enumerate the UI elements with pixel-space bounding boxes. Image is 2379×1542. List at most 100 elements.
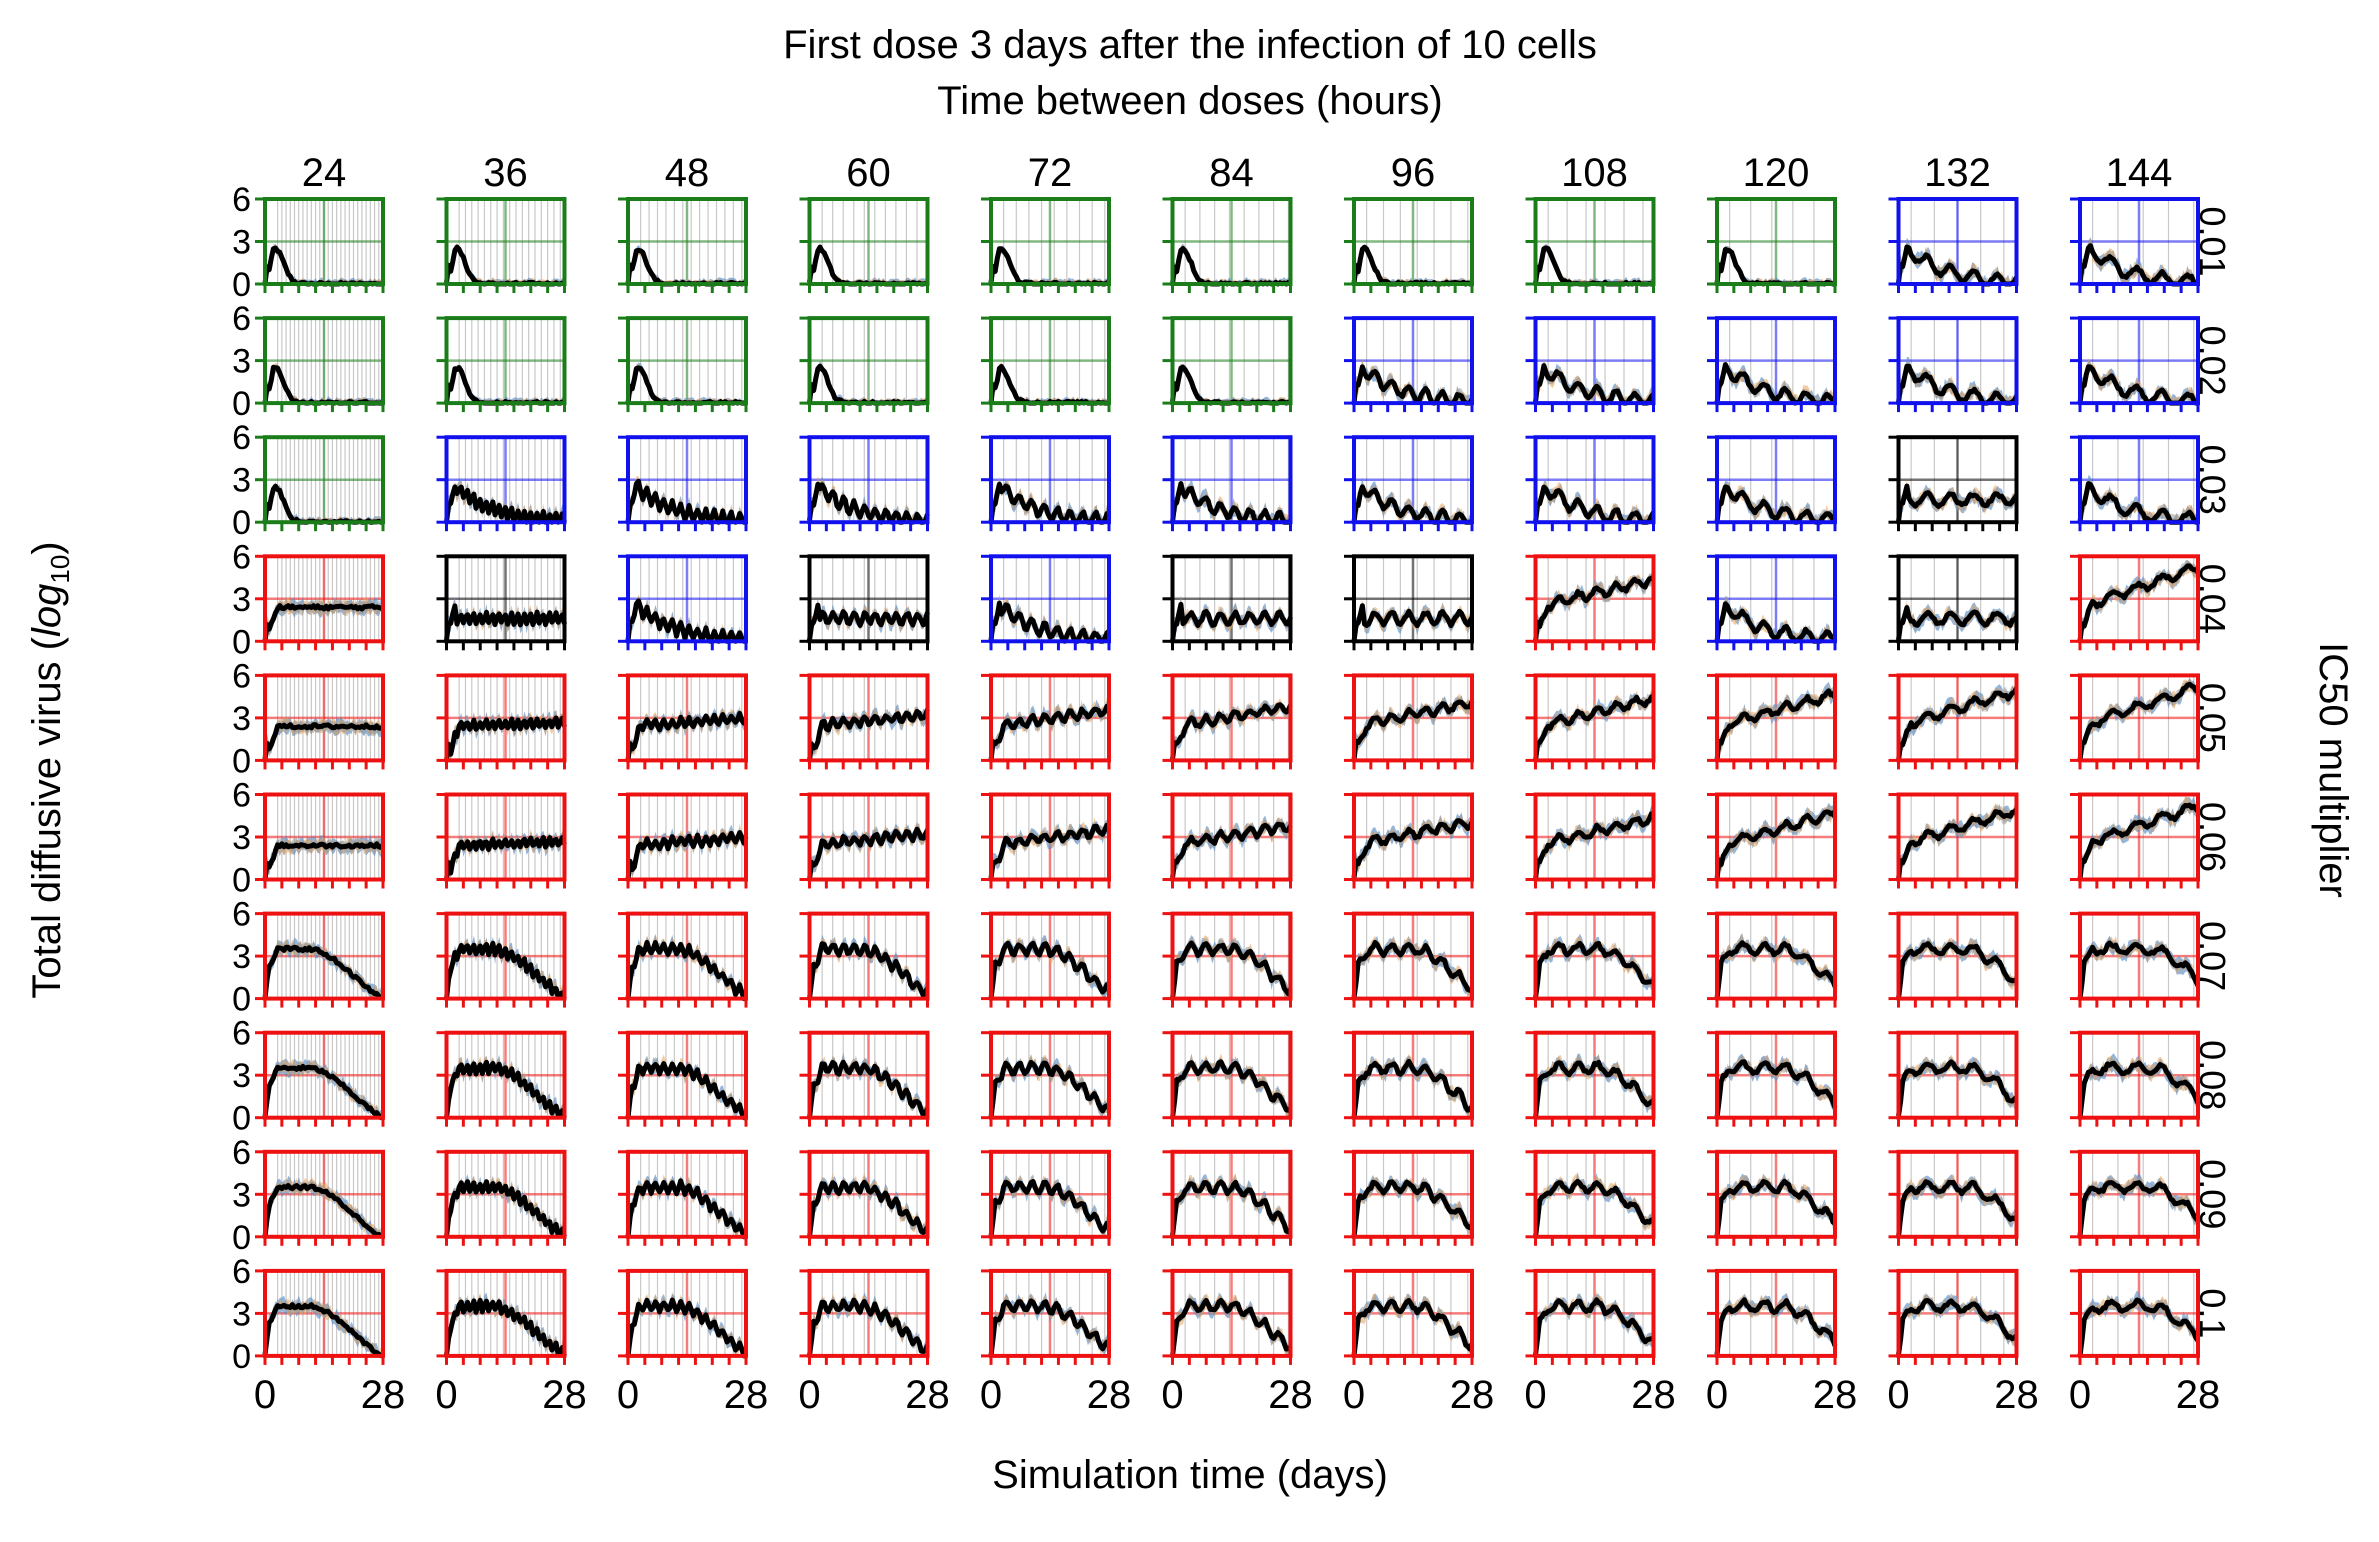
mean-curve — [1896, 941, 2017, 999]
panel — [1162, 911, 1293, 1008]
mean-curve — [1533, 363, 1656, 406]
mean-curve — [444, 940, 567, 1000]
panel: 0 28 — [798, 1268, 950, 1417]
x-tick-label: 28 — [1813, 1373, 1858, 1417]
right-axis-label: IC50 multiplier — [2311, 642, 2355, 898]
column-header: 96 — [1391, 151, 1436, 195]
variance-band — [991, 937, 1109, 999]
panel — [436, 1030, 567, 1127]
mean-curve — [988, 940, 1111, 999]
variance-band — [265, 1179, 383, 1237]
x-tick-label: 0 — [254, 1373, 276, 1417]
mean-curve — [444, 484, 567, 525]
mean-curve — [1896, 1179, 2019, 1238]
mean-curve — [1896, 244, 2019, 287]
panel — [1525, 197, 1656, 293]
panel: 0 3 6 — [232, 896, 385, 1019]
mean-curve — [2077, 563, 2200, 642]
mean-curve — [988, 1298, 1112, 1357]
variance-band — [991, 476, 1109, 523]
panel — [2070, 435, 2200, 532]
variance-band — [1354, 692, 1472, 761]
panel — [1525, 554, 1656, 651]
y-tick-label: 3 — [232, 700, 251, 738]
mean-curve — [444, 715, 567, 761]
panel — [1707, 673, 1838, 770]
panel: 0 3 6 — [232, 1134, 385, 1257]
panel — [1707, 197, 1837, 293]
y-axis-label-main: Total diffusive virus ( — [25, 636, 69, 998]
mean-curve — [1170, 821, 1293, 879]
panel: 0 28 — [1706, 1268, 1858, 1417]
panel: 0 28 — [617, 1268, 768, 1417]
y-tick-label: 0 — [232, 385, 251, 423]
variance-band — [1717, 937, 1835, 999]
mean-curve — [807, 826, 930, 880]
y-tick-label: 0 — [232, 1338, 251, 1376]
mean-curve — [1533, 574, 1655, 642]
x-tick-label: 0 — [617, 1373, 639, 1417]
panel — [2070, 554, 2200, 651]
panel — [1525, 1149, 1656, 1246]
y-tick-label: 6 — [232, 896, 251, 934]
panel — [981, 673, 1111, 770]
panel: 0 28 — [1524, 1268, 1676, 1417]
y-tick-label: 3 — [232, 581, 251, 619]
panel — [1707, 554, 1838, 651]
y-tick-label: 0 — [232, 623, 251, 661]
panel — [1344, 1030, 1474, 1127]
x-tick-label: 28 — [542, 1373, 587, 1417]
variance-band — [265, 1298, 383, 1356]
panel — [1162, 197, 1293, 293]
panel — [436, 554, 567, 651]
panel: 0 3 6 — [232, 657, 385, 780]
panel — [1344, 316, 1475, 413]
panel — [981, 435, 1111, 532]
variance-band — [1172, 477, 1291, 523]
chart-subtitle: Time between doses (hours) — [937, 79, 1442, 123]
variance-band — [1535, 805, 1654, 880]
y-tick-label: 6 — [232, 1134, 251, 1172]
mean-curve — [1533, 940, 1655, 999]
panel — [981, 1030, 1111, 1127]
y-axis-label-sub: 10 — [45, 555, 75, 584]
mean-curve — [262, 722, 384, 760]
y-tick-label: 3 — [232, 462, 251, 500]
panel — [1888, 1030, 2019, 1127]
panel: 0 28 — [2069, 1268, 2220, 1417]
panel: 0 3 6 — [232, 300, 385, 423]
mean-curve — [625, 710, 749, 761]
y-tick-label: 0 — [232, 742, 251, 780]
variance-band — [1898, 237, 2017, 284]
panel — [1888, 673, 2019, 770]
y-tick-label: 3 — [232, 938, 251, 976]
mean-curve — [625, 1297, 748, 1359]
mean-curve — [444, 1059, 567, 1119]
panel — [981, 554, 1111, 651]
panel — [436, 673, 567, 770]
variance-band — [1717, 934, 1835, 999]
mean-curve — [1351, 1298, 1475, 1357]
chart-title: First dose 3 days after the infection of… — [783, 23, 1597, 67]
mean-curve — [1170, 1059, 1293, 1119]
panel — [436, 316, 567, 413]
mean-curve — [262, 944, 385, 1001]
mean-curve — [2077, 1060, 2201, 1118]
column-headers: 24 36 48 60 72 84 96 108 120 132 144 — [302, 151, 2173, 195]
panel — [981, 316, 1111, 413]
panel — [1888, 435, 2019, 532]
variance-band — [991, 599, 1109, 642]
y-tick-label: 0 — [232, 504, 251, 542]
mean-curve — [2077, 1297, 2200, 1357]
mean-curve — [1896, 363, 2019, 406]
panel — [618, 1149, 748, 1246]
panel: 0 28 — [435, 1268, 587, 1417]
panel: 0 3 6 — [232, 777, 385, 900]
panel — [2070, 1030, 2201, 1127]
x-tick-label: 28 — [905, 1373, 950, 1417]
x-tick-label: 0 — [1706, 1373, 1728, 1417]
y-tick-label: 6 — [232, 777, 251, 815]
mean-curve — [988, 1179, 1111, 1237]
panel — [436, 1149, 567, 1246]
